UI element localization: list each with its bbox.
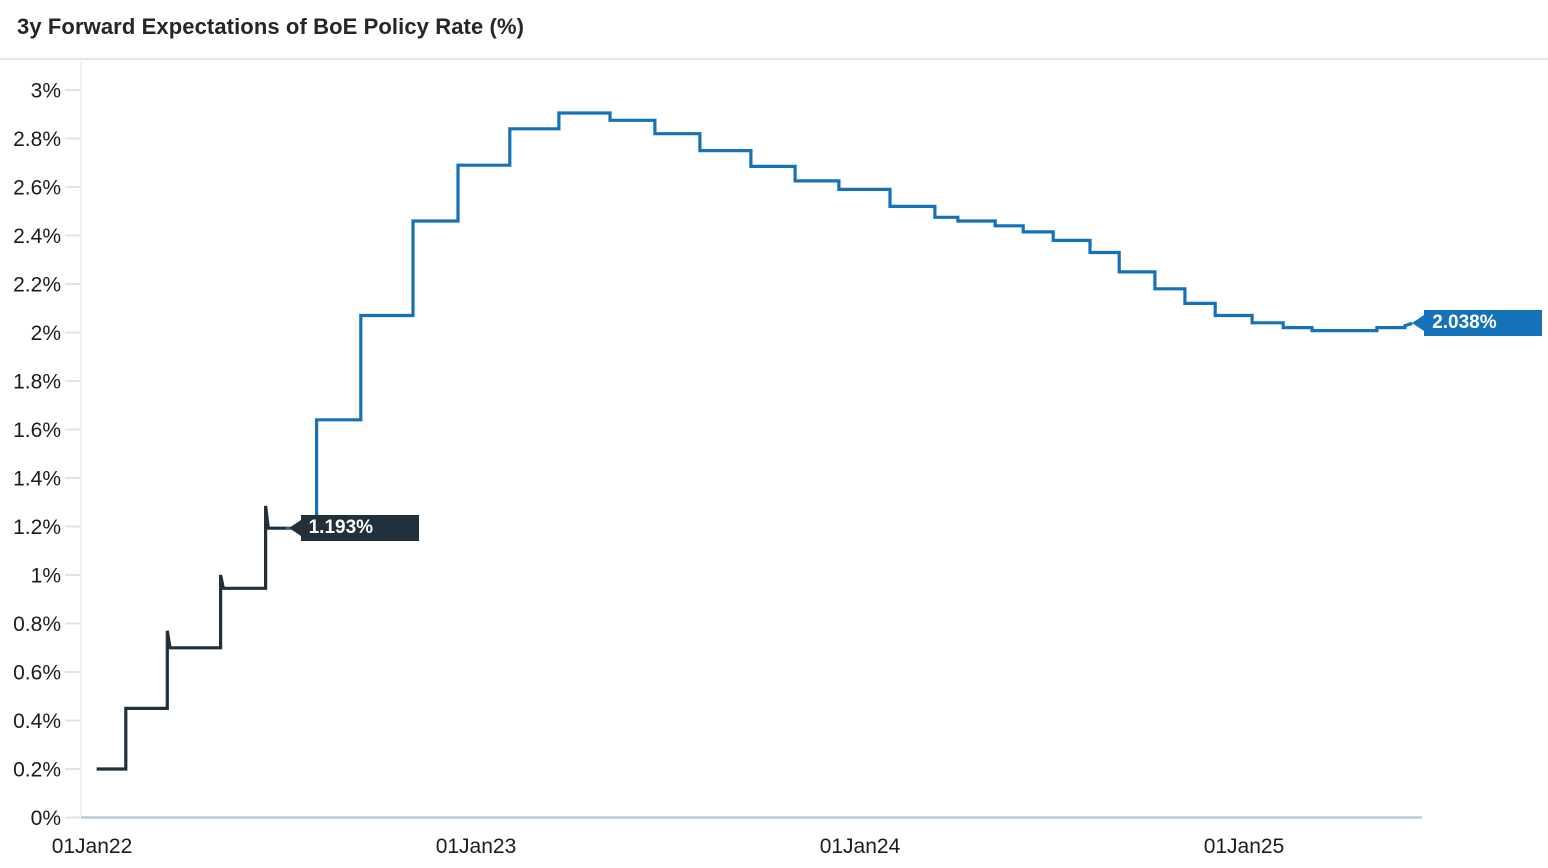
badge-arrow [288, 520, 301, 537]
forward-value-badge: 2.038% [1412, 310, 1543, 337]
historical-value-badge: 1.193% [288, 515, 419, 542]
x-axis-tick-label: 01Jan25 [1204, 835, 1285, 858]
chart-header: 3y Forward Expectations of BoE Policy Ra… [0, 0, 1548, 60]
historical-value-label: 1.193% [308, 517, 374, 539]
y-axis-tick-label: 0.8% [13, 613, 61, 636]
series-forward-expectations [285, 111, 1413, 530]
y-axis-tick-label: 1.6% [13, 419, 61, 442]
y-axis-tick-label: 2.2% [13, 274, 61, 297]
y-axis-tick-label: 1% [31, 565, 61, 588]
y-axis-tick-label: 0.4% [13, 710, 61, 733]
x-axis-tick-label: 01Jan24 [820, 835, 901, 858]
y-axis-tick-label: 1.2% [13, 516, 61, 539]
x-axis-tick-label: 01Jan22 [52, 835, 133, 858]
y-axis-tick-label: 0.6% [13, 662, 61, 685]
forward-value-label: 2.038% [1432, 312, 1497, 334]
y-axis-tick-label: 3% [31, 80, 61, 103]
y-axis-tick-label: 1.4% [13, 468, 61, 491]
badge-arrow [1412, 315, 1425, 332]
y-axis-tick-label: 2% [31, 322, 61, 345]
y-axis-tick-label: 2.8% [13, 128, 61, 151]
x-axis-tick-label: 01Jan23 [436, 835, 517, 858]
y-axis-tick-label: 0% [31, 807, 61, 830]
y-axis-tick-label: 1.8% [13, 371, 61, 394]
y-axis-tick-label: 0.2% [13, 759, 61, 782]
series-historical-rate [96, 505, 290, 771]
chart-title: 3y Forward Expectations of BoE Policy Ra… [17, 14, 525, 39]
y-axis-tick-label: 2.6% [13, 177, 61, 200]
y-axis-tick-label: 2.4% [13, 225, 61, 248]
